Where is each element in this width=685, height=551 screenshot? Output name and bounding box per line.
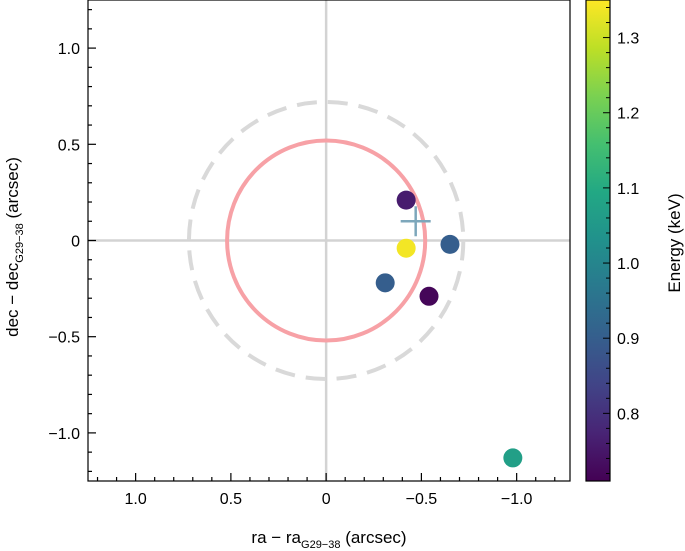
colorbar-tick-label: 1.0: [617, 256, 639, 273]
inner-circle: [225, 138, 428, 343]
colorbar-tick-label: 1.2: [617, 106, 639, 123]
data-point: [503, 448, 523, 468]
colorbar-tick-label: 1.3: [617, 31, 639, 48]
data-point: [440, 234, 460, 254]
x-tick-label: −1.0: [501, 491, 533, 508]
x-tick-label: −0.5: [406, 491, 438, 508]
colorbar-label: Energy (keV): [665, 193, 684, 292]
x-axis-label: ra − raG29−38 (arcsec): [251, 528, 406, 551]
data-point: [375, 273, 395, 293]
y-tick-label: −1.0: [48, 426, 80, 443]
y-tick-label: 0: [71, 234, 80, 251]
y-tick-label: −0.5: [48, 330, 80, 347]
outer-circle: [186, 99, 466, 382]
x-tick-label: 1.0: [125, 491, 147, 508]
y-axis-label: dec − decG29−38 (arcsec): [3, 157, 26, 337]
colorbar-gradient: [586, 0, 610, 481]
y-tick-label: 1.0: [58, 41, 80, 58]
x-tick-label: 0: [322, 491, 331, 508]
data-point: [396, 238, 416, 258]
colorbar-tick-label: 0.8: [617, 406, 639, 423]
colorbar-frame: [585, 0, 611, 482]
data-point: [396, 190, 416, 210]
y-tick-label: 0.5: [58, 137, 80, 154]
data-point: [419, 286, 439, 306]
colorbar-tick-label: 0.9: [617, 331, 639, 348]
x-tick-label: 0.5: [220, 491, 242, 508]
colorbar-tick-label: 1.1: [617, 181, 639, 198]
